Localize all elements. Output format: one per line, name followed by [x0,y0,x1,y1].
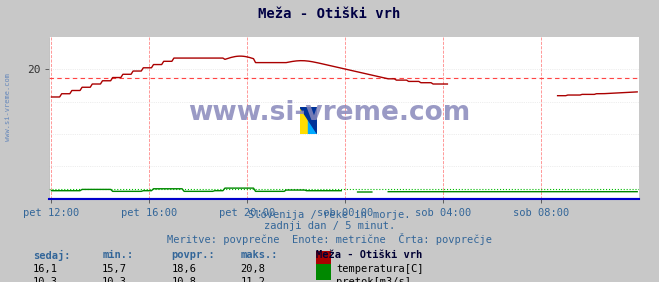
Text: 10,3: 10,3 [33,277,58,282]
Text: zadnji dan / 5 minut.: zadnji dan / 5 minut. [264,221,395,231]
Text: pretok[m3/s]: pretok[m3/s] [336,277,411,282]
Text: 16,1: 16,1 [33,264,58,274]
Text: 10,3: 10,3 [102,277,127,282]
Text: min.:: min.: [102,250,133,259]
Text: 15,7: 15,7 [102,264,127,274]
Text: temperatura[C]: temperatura[C] [336,264,424,274]
Text: www.si-vreme.com: www.si-vreme.com [5,73,11,141]
Text: www.si-vreme.com: www.si-vreme.com [188,100,471,126]
Text: povpr.:: povpr.: [171,250,215,259]
Text: 10,8: 10,8 [171,277,196,282]
Text: Slovenija / reke in morje.: Slovenija / reke in morje. [248,210,411,220]
Text: 18,6: 18,6 [171,264,196,274]
Text: maks.:: maks.: [241,250,278,259]
Text: Meža - Otiški vrh: Meža - Otiški vrh [316,250,422,259]
Text: sedaj:: sedaj: [33,250,71,261]
Text: 11,2: 11,2 [241,277,266,282]
Text: 20,8: 20,8 [241,264,266,274]
Text: Meža - Otiški vrh: Meža - Otiški vrh [258,7,401,21]
Text: Meritve: povprečne  Enote: metrične  Črta: povprečje: Meritve: povprečne Enote: metrične Črta:… [167,233,492,245]
